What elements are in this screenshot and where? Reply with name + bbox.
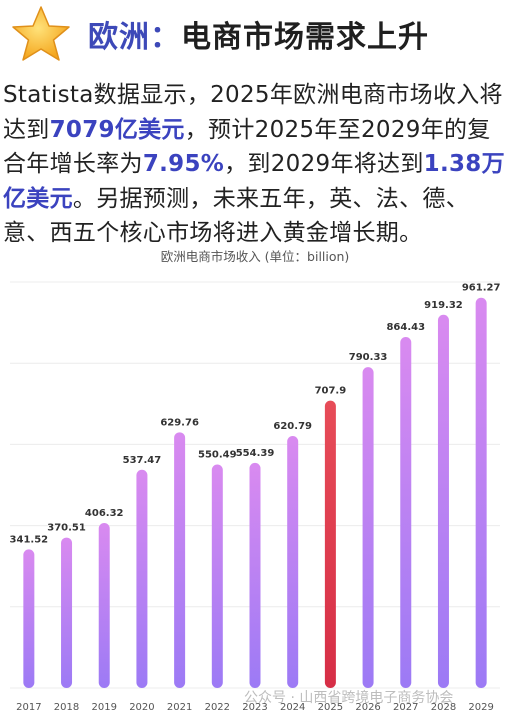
data-label-2019: 406.32 bbox=[85, 508, 124, 519]
data-label-2027: 864.43 bbox=[386, 322, 425, 333]
x-tick-label-2018: 2018 bbox=[54, 702, 79, 713]
bar-2029 bbox=[475, 297, 487, 688]
data-label-2022: 550.49 bbox=[198, 450, 237, 461]
x-tick-label-2024: 2024 bbox=[280, 702, 305, 713]
bar-2019 bbox=[98, 523, 110, 688]
bar-chart: 341.52 2017 370.51 2018 406.32 2019 537.47 2020… bbox=[10, 281, 501, 713]
bar-2018 bbox=[61, 537, 73, 688]
bar-2021 bbox=[174, 432, 186, 688]
watermark: 公众号 · 山西省跨境电子商务协会 bbox=[244, 690, 454, 706]
page-title: 欧洲：电商市场需求上升 bbox=[88, 12, 429, 56]
data-label-2020: 537.47 bbox=[123, 455, 162, 466]
bar-2026 bbox=[362, 367, 374, 688]
x-tick-label-2025: 2025 bbox=[318, 702, 343, 713]
x-tick-label-2029: 2029 bbox=[468, 702, 493, 713]
data-label-2017: 341.52 bbox=[10, 534, 49, 545]
x-tick-label-2020: 2020 bbox=[129, 702, 154, 713]
highlight-cagr: 7.95% bbox=[142, 151, 225, 177]
data-label-2026: 790.33 bbox=[349, 352, 388, 363]
bar-2025 bbox=[324, 400, 336, 688]
data-label-2018: 370.51 bbox=[47, 523, 86, 534]
summary-paragraph: Statista数据显示，2025年欧洲电商市场收入将达到7079亿美元，预计2… bbox=[3, 78, 507, 251]
para-text-1: Statista数据显示，2025年欧洲电商市场收入将达到 bbox=[3, 82, 503, 143]
x-tick-label-2022: 2022 bbox=[205, 702, 230, 713]
data-label-2028: 919.32 bbox=[424, 300, 463, 311]
star-icon bbox=[12, 6, 70, 61]
bar-2024 bbox=[287, 435, 299, 688]
title-prefix: 欧洲： bbox=[88, 20, 181, 55]
bar-2020 bbox=[136, 469, 148, 688]
x-tick-label-2023: 2023 bbox=[242, 702, 267, 713]
para-text-4: 。另据预测，未来五年，英、法、德、意、西五个核心市场将进入黄金增长期。 bbox=[3, 185, 470, 247]
bar-2023 bbox=[249, 462, 261, 688]
bar-2028 bbox=[437, 314, 449, 688]
x-tick-label-2027: 2027 bbox=[393, 702, 418, 713]
highlight-revenue-2029: 1.38万亿美元 bbox=[3, 151, 505, 212]
para-text-2: ，预计2025年至2029年的复合年增长率为 bbox=[3, 116, 491, 178]
data-label-2025: 707.9 bbox=[315, 386, 347, 397]
data-label-2021: 629.76 bbox=[160, 417, 199, 428]
x-tick-label-2017: 2017 bbox=[16, 702, 41, 713]
data-label-2029: 961.27 bbox=[462, 283, 501, 294]
bar-2017 bbox=[23, 549, 35, 688]
x-tick-label-2026: 2026 bbox=[355, 702, 380, 713]
data-label-2023: 554.39 bbox=[236, 448, 275, 459]
chart-title: 欧洲电商市场收入 (单位：billion) bbox=[160, 249, 350, 264]
header: 欧洲：电商市场需求上升 bbox=[4, 4, 504, 66]
bar-2027 bbox=[400, 337, 412, 688]
x-tick-label-2021: 2021 bbox=[167, 702, 192, 713]
para-text-3: ，到2029年将达到 bbox=[224, 151, 424, 177]
x-tick-label-2028: 2028 bbox=[431, 702, 456, 713]
highlight-revenue-2025: 7079亿美元 bbox=[49, 116, 185, 143]
data-label-2024: 620.79 bbox=[273, 421, 312, 432]
x-tick-label-2019: 2019 bbox=[92, 702, 117, 713]
title-rest: 电商市场需求上升 bbox=[181, 20, 429, 55]
bar-2022 bbox=[211, 464, 223, 688]
